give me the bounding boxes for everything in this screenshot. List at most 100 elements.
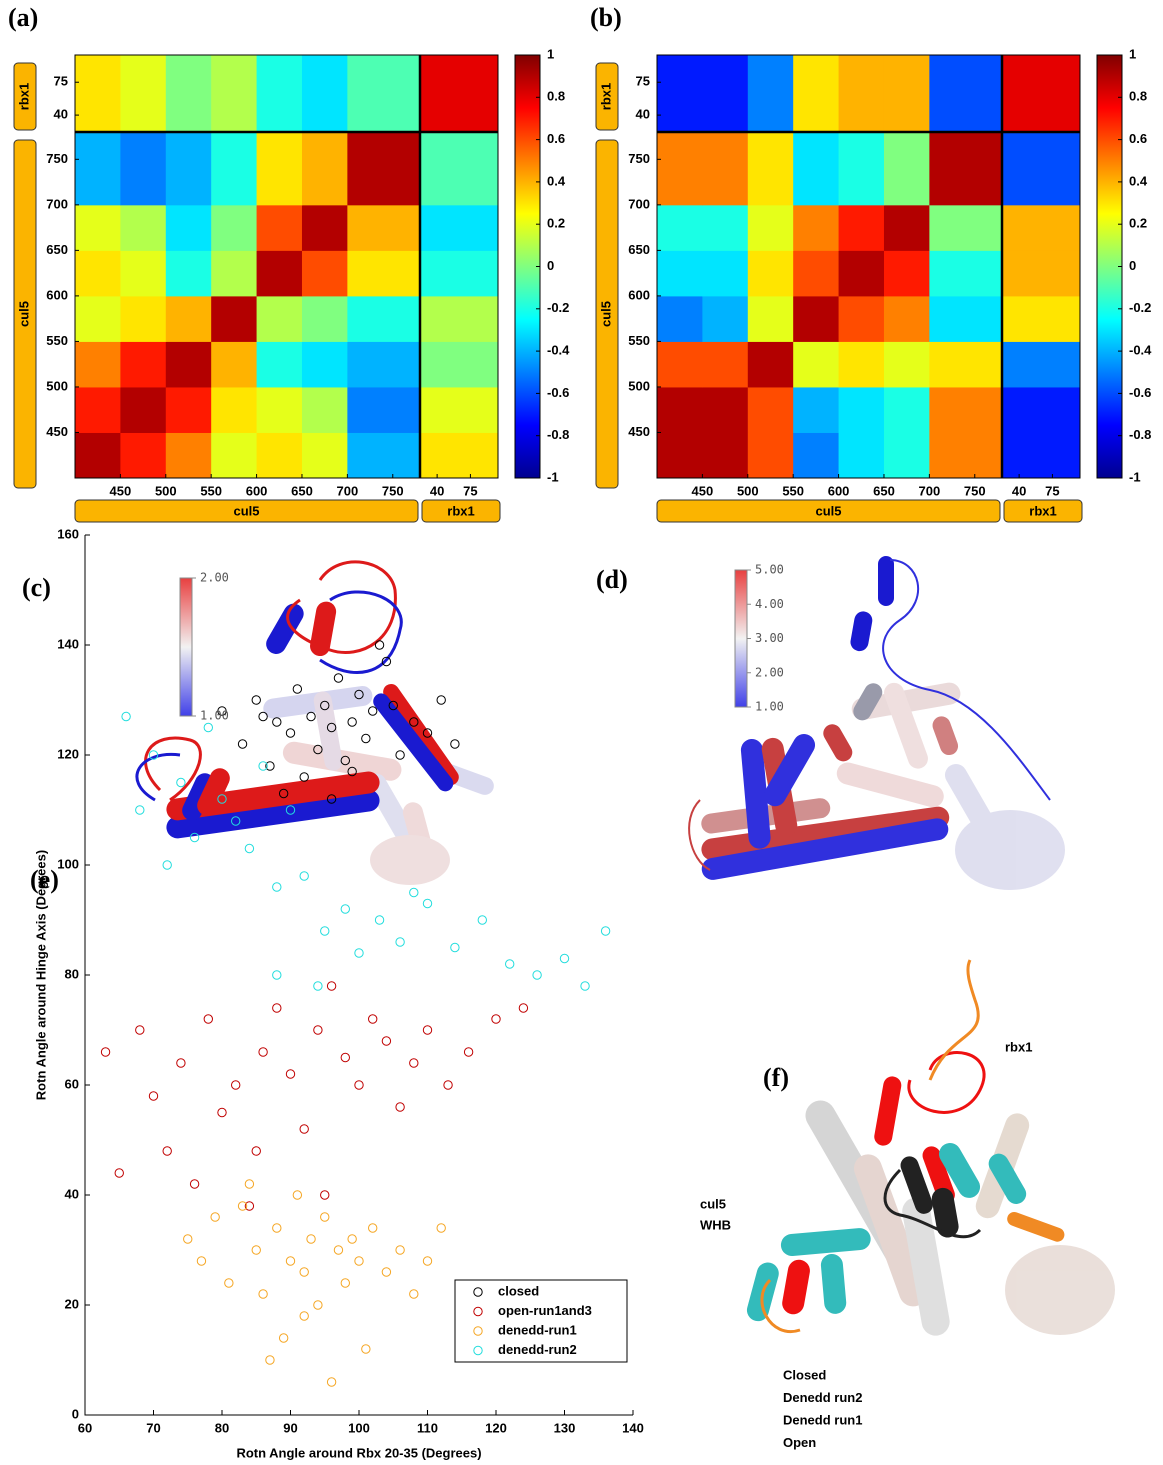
heatmap-cell [301, 432, 348, 479]
scatter-point [347, 717, 357, 727]
scatter-point [251, 1146, 261, 1156]
colorbar-tick-label: 0.4 [547, 173, 566, 188]
heatmap-cell [838, 432, 885, 479]
scatter-point [135, 805, 145, 815]
heatmap-cell [747, 132, 794, 206]
segment-label: cul5 [233, 503, 259, 518]
x-tick-label: 90 [283, 1420, 297, 1435]
segment-bar [13, 62, 37, 131]
heatmap-cell [256, 432, 303, 479]
x-tick-label: 550 [200, 483, 222, 498]
heatmap-cell [120, 132, 167, 206]
y-tick-label: 550 [46, 333, 68, 348]
scatter-point [320, 700, 330, 711]
scatter-point [326, 981, 337, 991]
structure-d [688, 556, 1065, 890]
legend-box [454, 1279, 628, 1363]
segment-label: rbx1 [1029, 503, 1056, 518]
heatmap-cell [75, 132, 121, 206]
heatmap-cell [120, 295, 167, 342]
scatter-point [518, 1003, 529, 1013]
heatmap-cell [165, 341, 212, 388]
heatmap-cell [420, 204, 499, 251]
scatter-point [258, 1289, 268, 1299]
scatter-point [340, 904, 350, 914]
structure-label: cul5 [700, 1196, 726, 1211]
colorbar-tick-label: 0 [547, 258, 554, 273]
heatmap-cell [702, 386, 749, 433]
plot-frame [656, 54, 1081, 479]
scatter-point [272, 717, 282, 727]
x-tick-label: 70 [146, 1420, 160, 1435]
heatmap-cell [883, 341, 930, 388]
y-tick-label: 0 [72, 1406, 79, 1421]
scatter-point [368, 706, 378, 716]
rmsd-colorbar-label: 4.00 [755, 597, 784, 611]
heatmap-cell [75, 341, 121, 388]
scatter-point [272, 1223, 282, 1233]
y-axis-label: Rotn Angle around Hinge Axis (Degrees) [33, 850, 48, 1100]
colorbar-tick-label: -0.2 [1129, 300, 1151, 315]
heatmap-cell [75, 250, 121, 297]
heatmap-cell [838, 295, 885, 342]
segment-label: rbx1 [16, 83, 31, 110]
scatter-point [436, 1223, 446, 1233]
heatmap-cell [793, 132, 840, 206]
rmsd-colorbar [734, 569, 748, 708]
scatter-point [176, 777, 186, 788]
scatter-point [299, 1311, 309, 1321]
heatmap-cell [347, 55, 421, 133]
heatmap-cell [793, 386, 840, 433]
legend-label: denedd-run2 [498, 1342, 577, 1357]
scatter-point [306, 1234, 316, 1244]
heatmap-cell [256, 204, 303, 251]
y-tick-label: 60 [65, 1076, 79, 1091]
y-tick-label: 600 [628, 287, 650, 302]
heatmap-cell [1002, 341, 1081, 388]
scatter-point [265, 761, 275, 771]
heatmap-cell [420, 295, 499, 342]
scatter-point [374, 915, 385, 925]
colorbar-tick-label: 0.6 [1129, 131, 1147, 146]
heatmap-cell [120, 341, 167, 388]
x-tick-label: 450 [110, 483, 132, 498]
colorbar-tick-label: -0.8 [1129, 427, 1151, 442]
segment-label: cul5 [16, 301, 31, 327]
scatter-point [299, 871, 309, 881]
heatmap-cell [120, 55, 167, 133]
x-tick-label: 550 [782, 483, 804, 498]
heatmap-cell [420, 432, 499, 479]
scatter-point [231, 816, 241, 826]
colorbar [1096, 54, 1123, 479]
scatter-point [285, 805, 296, 815]
segment-bar [595, 62, 619, 131]
heatmap-cell [838, 55, 885, 133]
heatmap-cell [883, 250, 930, 297]
heatmap-cell [75, 386, 121, 433]
rmsd-colorbar-label: 1.00 [755, 700, 784, 714]
scatter-point [333, 1245, 344, 1255]
colorbar-tick-label: -0.6 [547, 385, 569, 400]
heatmap-cell [1002, 432, 1081, 479]
segment-bar [13, 139, 37, 489]
heatmap-cell [747, 295, 794, 342]
heatmap-cell [657, 250, 703, 297]
colorbar-tick-label: -1 [547, 469, 559, 484]
scatter-point [347, 766, 357, 777]
heatmap-cell [256, 295, 303, 342]
heatmap-cell [929, 341, 1003, 388]
scatter-point [135, 1025, 145, 1035]
colorbar-tick-label: 0.8 [547, 89, 565, 104]
structure-legend-label: Denedd run2 [783, 1390, 862, 1405]
scatter-point [272, 1003, 282, 1013]
scatter-point [299, 1267, 309, 1277]
scatter-point [258, 1047, 268, 1057]
x-tick-label: 500 [155, 483, 177, 498]
y-tick-label: 75 [636, 74, 650, 89]
heatmap-cell [256, 55, 303, 133]
scatter-point [463, 1047, 474, 1057]
x-tick-label: 40 [430, 483, 444, 498]
heatmap-cell [883, 432, 930, 479]
segment-bar [1003, 499, 1083, 523]
heatmap-cell [1002, 55, 1081, 133]
